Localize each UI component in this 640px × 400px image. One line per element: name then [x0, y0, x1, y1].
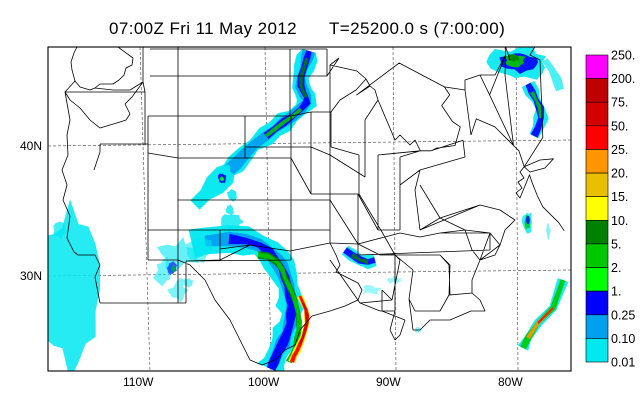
svg-text:1.: 1. [611, 285, 621, 299]
svg-text:30N: 30N [20, 269, 42, 283]
svg-text:T=25200.0 s (7:00:00): T=25200.0 s (7:00:00) [329, 19, 505, 38]
svg-text:50.: 50. [611, 119, 628, 133]
svg-text:20.: 20. [611, 167, 628, 181]
svg-text:200.: 200. [611, 72, 635, 86]
svg-text:07:00Z Fri 11 May 2012: 07:00Z Fri 11 May 2012 [109, 19, 297, 38]
svg-text:75.: 75. [611, 96, 628, 110]
svg-text:2.: 2. [611, 261, 621, 275]
svg-text:90W: 90W [376, 375, 401, 389]
svg-text:15.: 15. [611, 190, 628, 204]
svg-text:100W: 100W [248, 375, 280, 389]
svg-text:25.: 25. [611, 143, 628, 157]
svg-text:250.: 250. [611, 49, 635, 63]
svg-text:0.25: 0.25 [611, 308, 635, 322]
svg-text:0.10: 0.10 [611, 332, 635, 346]
svg-text:40N: 40N [20, 139, 42, 153]
svg-text:5.: 5. [611, 237, 621, 251]
svg-text:80W: 80W [498, 375, 523, 389]
svg-text:110W: 110W [123, 375, 154, 389]
svg-text:0.01: 0.01 [611, 356, 635, 370]
svg-text:10.: 10. [611, 214, 628, 228]
